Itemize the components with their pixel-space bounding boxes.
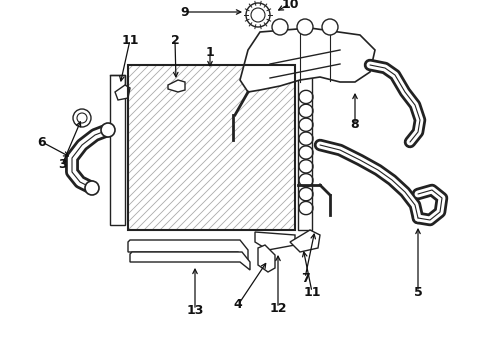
Text: 5: 5 [414, 285, 422, 298]
Circle shape [101, 123, 115, 137]
Circle shape [297, 19, 313, 35]
Circle shape [251, 8, 265, 22]
Circle shape [85, 181, 99, 195]
Circle shape [73, 109, 91, 127]
Polygon shape [255, 232, 295, 250]
Text: 1: 1 [206, 46, 215, 59]
Text: 13: 13 [186, 303, 204, 316]
Polygon shape [290, 230, 320, 252]
Text: 4: 4 [234, 298, 243, 311]
Polygon shape [128, 240, 248, 260]
Polygon shape [168, 80, 185, 92]
Text: 3: 3 [58, 158, 66, 171]
Polygon shape [258, 245, 275, 272]
Text: 12: 12 [269, 302, 287, 315]
Text: 10: 10 [281, 0, 299, 10]
Text: 11: 11 [303, 285, 321, 298]
Circle shape [246, 3, 270, 27]
Bar [110, 75, 125, 225]
Polygon shape [130, 252, 250, 270]
Polygon shape [240, 28, 375, 92]
Circle shape [77, 113, 87, 123]
Circle shape [322, 19, 338, 35]
Polygon shape [115, 85, 130, 100]
Text: 7: 7 [301, 271, 309, 284]
Text: 2: 2 [171, 33, 179, 46]
Circle shape [272, 19, 288, 35]
Bar [298, 70, 312, 230]
Bar [128, 65, 295, 230]
Text: 6: 6 [38, 135, 47, 148]
Text: 8: 8 [351, 118, 359, 131]
Text: 11: 11 [121, 33, 139, 46]
Text: 9: 9 [181, 5, 189, 18]
